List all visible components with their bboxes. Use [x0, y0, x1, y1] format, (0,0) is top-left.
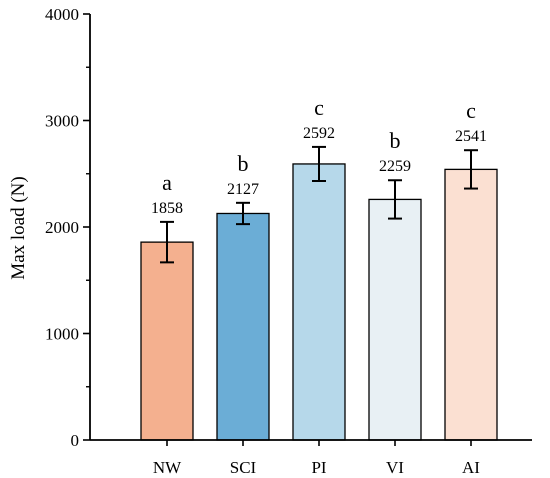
significance-label: c [314, 95, 324, 120]
y-tick-label: 1000 [45, 325, 79, 344]
x-tick-label: SCI [230, 458, 257, 477]
bar-pi [292, 163, 346, 441]
data-label: 2127 [227, 181, 259, 198]
bar-ai [444, 168, 498, 441]
axes-layer: NW SCI PI VI AI 0 1000 2000 3000 4000 [45, 5, 532, 477]
bar-nw [140, 241, 194, 441]
x-tick-label: VI [386, 458, 404, 477]
data-label: 1858 [151, 200, 183, 217]
significance-label: c [466, 98, 476, 123]
bar-vi [368, 198, 422, 441]
data-label: 2259 [379, 158, 411, 175]
y-tick-label: 4000 [45, 5, 79, 24]
data-label: 2592 [303, 125, 335, 142]
y-tick-label: 2000 [45, 218, 79, 237]
y-axis-label: Max load (N) [8, 176, 29, 279]
data-label: 2541 [455, 128, 487, 145]
significance-label: a [162, 170, 172, 195]
bar-sci [216, 212, 270, 441]
significance-label: b [238, 151, 249, 176]
x-tick-label: NW [153, 458, 182, 477]
plot-layer: 1858 a 2127 b 2592 c 2259 b 2541 c [140, 95, 498, 441]
x-tick-label: AI [462, 458, 480, 477]
significance-label: b [390, 128, 401, 153]
y-tick-label: 0 [71, 431, 80, 450]
y-tick-label: 3000 [45, 112, 79, 131]
x-tick-label: PI [311, 458, 326, 477]
